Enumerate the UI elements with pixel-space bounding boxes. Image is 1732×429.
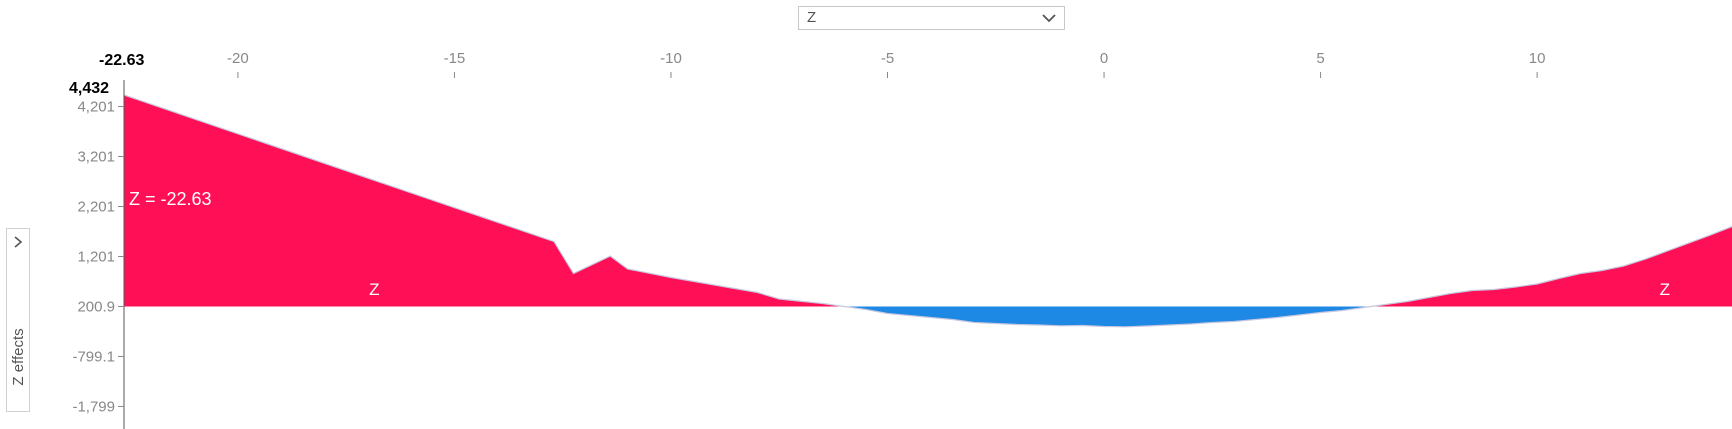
y-tick-label: -1,799 [72,398,115,415]
effects-side-panel: Z effects [6,228,30,412]
area-label-1: Z [1660,280,1670,299]
x-tick-label: 0 [1100,50,1108,67]
negative-effect-area-1 [843,306,1372,327]
chevron-down-icon [1042,14,1056,23]
x-tick-label: -20 [227,50,249,67]
positive-effect-area-0 [124,95,844,307]
chevron-right-icon[interactable] [11,235,25,249]
area-label-0: Z [369,280,379,299]
positive-effect-area-2 [1371,226,1732,307]
x-tick-label: -15 [444,50,466,67]
x-current-value: -22.63 [99,52,144,69]
y-tick-label: 4,201 [77,99,115,116]
x-tick-label: 5 [1316,50,1324,67]
feature-select[interactable]: Z [798,6,1065,30]
x-tick-label: -10 [660,50,682,67]
y-tick-label: 1,201 [77,249,115,266]
y-axis-label: Z effects [9,328,27,386]
current-value-label: Z = -22.63 [129,189,212,209]
y-max-value: 4,432 [69,80,109,97]
y-tick-label: 2,201 [77,199,115,216]
effect-line [123,94,1732,328]
x-tick-label: 10 [1529,50,1546,67]
y-tick-label: -799.1 [72,348,115,365]
x-tick-label: -5 [881,50,894,67]
feature-select-value: Z [807,9,817,26]
y-tick-label: 3,201 [77,149,115,166]
axes: 4,201 3,201 2,201 1,201 200.9 -799.1 -1,799 -20… [72,50,1545,429]
y-tick-label: 200.9 [77,298,115,315]
